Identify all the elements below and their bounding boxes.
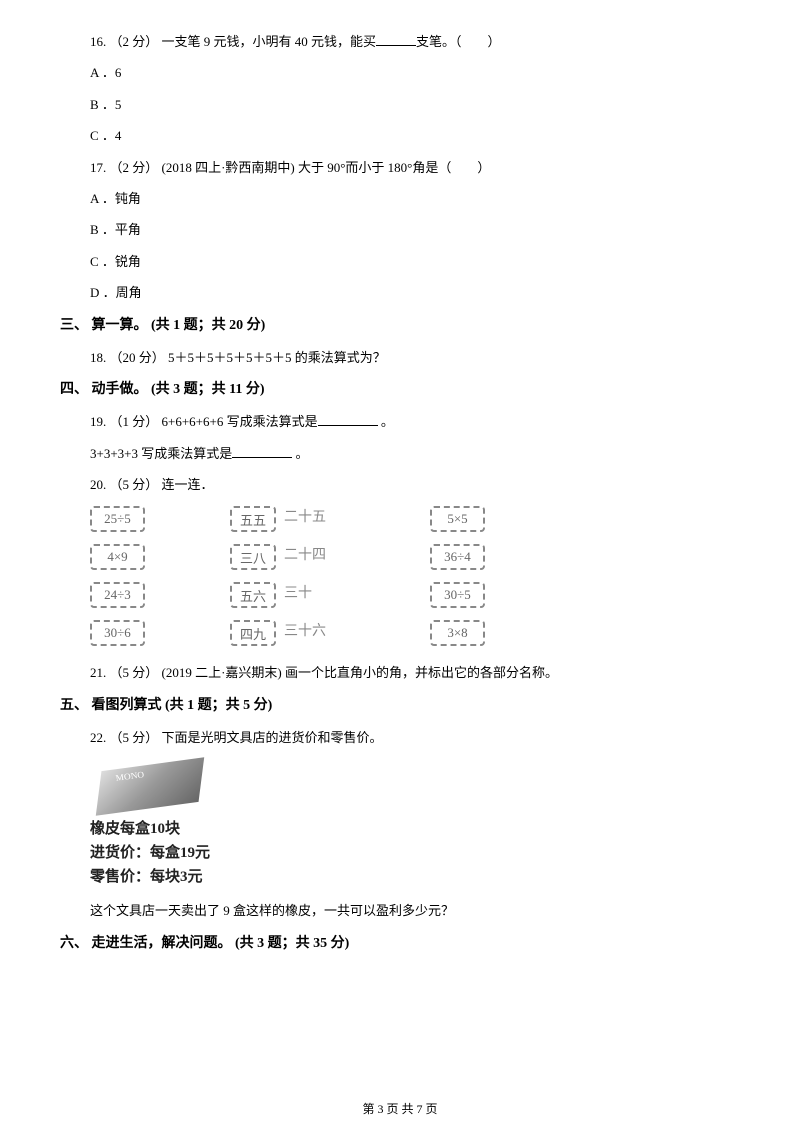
q19-line2: 3+3+3+3 写成乘法算式是 。 bbox=[60, 442, 740, 465]
q16-stem-text: 16. （2 分） 一支笔 9 元钱，小明有 40 元钱，能买 bbox=[90, 34, 376, 49]
match-right-box: 5×5 bbox=[430, 506, 485, 532]
page-footer: 第 3 页 共 7 页 bbox=[0, 1100, 800, 1117]
match-left-box: 30÷6 bbox=[90, 620, 145, 646]
match-mid-text: 二十四 bbox=[284, 544, 326, 570]
matching-row: 30÷6 四九三十六 3×8 bbox=[90, 620, 740, 646]
product-line2: 进货价：每盒19元 bbox=[90, 841, 740, 865]
q22-stem: 22. （5 分） 下面是光明文具店的进货价和零售价。 bbox=[60, 726, 740, 749]
match-col1: 24÷3 bbox=[90, 582, 230, 608]
product-line3: 零售价：每块3元 bbox=[90, 865, 740, 889]
matching-row: 4×9 三八二十四 36÷4 bbox=[90, 544, 740, 570]
match-col3: 36÷4 bbox=[430, 544, 530, 570]
q16-blank bbox=[376, 32, 416, 46]
match-col1: 25÷5 bbox=[90, 506, 230, 532]
q22-question: 这个文具店一天卖出了 9 盒这样的橡皮，一共可以盈利多少元？ bbox=[60, 899, 740, 922]
match-mid-box: 五五 bbox=[230, 506, 276, 532]
q18-stem: 18. （20 分） 5＋5＋5＋5＋5＋5＋5 的乘法算式为？ bbox=[60, 346, 740, 369]
product-line1: 橡皮每盒10块 bbox=[90, 817, 740, 841]
match-left-box: 25÷5 bbox=[90, 506, 145, 532]
match-col2: 五六三十 bbox=[230, 582, 430, 608]
match-col1: 4×9 bbox=[90, 544, 230, 570]
q17-option-d: D ．周角 bbox=[60, 281, 740, 304]
match-col2: 三八二十四 bbox=[230, 544, 430, 570]
q22-product-box: 橡皮每盒10块 进货价：每盒19元 零售价：每块3元 bbox=[60, 764, 740, 889]
match-mid-box: 五六 bbox=[230, 582, 276, 608]
q16-option-b: B ．5 bbox=[60, 93, 740, 116]
match-mid-box: 三八 bbox=[230, 544, 276, 570]
q19-line2-end: 。 bbox=[292, 446, 308, 461]
match-mid-text: 三十六 bbox=[284, 620, 326, 646]
q17-option-c: C ．锐角 bbox=[60, 250, 740, 273]
section4-header: 四、 动手做。 (共 3 题；共 11 分) bbox=[60, 377, 740, 402]
match-col2: 四九三十六 bbox=[230, 620, 430, 646]
eraser-image bbox=[96, 758, 204, 816]
q16-stem-end: 支笔。（ ） bbox=[416, 34, 501, 49]
match-left-box: 24÷3 bbox=[90, 582, 145, 608]
q17-option-a: A ．钝角 bbox=[60, 187, 740, 210]
match-col2: 五五二十五 bbox=[230, 506, 430, 532]
q19-stem-text: 19. （1 分） 6+6+6+6+6 写成乘法算式是 bbox=[90, 414, 318, 429]
match-col3: 3×8 bbox=[430, 620, 530, 646]
match-col3: 30÷5 bbox=[430, 582, 530, 608]
q17-stem: 17. （2 分） (2018 四上·黔西南期中) 大于 90°而小于 180°… bbox=[60, 156, 740, 179]
match-right-box: 3×8 bbox=[430, 620, 485, 646]
q19-blank1 bbox=[318, 412, 378, 426]
section3-header: 三、 算一算。 (共 1 题；共 20 分) bbox=[60, 313, 740, 338]
match-mid-box: 四九 bbox=[230, 620, 276, 646]
q19-stem: 19. （1 分） 6+6+6+6+6 写成乘法算式是 。 bbox=[60, 410, 740, 433]
match-right-box: 36÷4 bbox=[430, 544, 485, 570]
q19-line2-start: 3+3+3+3 写成乘法算式是 bbox=[90, 446, 232, 461]
match-col3: 5×5 bbox=[430, 506, 530, 532]
q19-stem-end: 。 bbox=[378, 414, 394, 429]
q17-option-b: B ．平角 bbox=[60, 218, 740, 241]
matching-row: 24÷3 五六三十 30÷5 bbox=[90, 582, 740, 608]
match-right-box: 30÷5 bbox=[430, 582, 485, 608]
q16-option-c: C ．4 bbox=[60, 124, 740, 147]
match-left-box: 4×9 bbox=[90, 544, 145, 570]
q16-option-a: A ．6 bbox=[60, 61, 740, 84]
q21-stem: 21. （5 分） (2019 二上·嘉兴期末) 画一个比直角小的角，并标出它的… bbox=[60, 661, 740, 684]
q20-matching-grid: 25÷5 五五二十五 5×5 4×9 三八二十四 36÷4 24÷3 五六三十 … bbox=[60, 506, 740, 646]
match-mid-text: 二十五 bbox=[284, 506, 326, 532]
matching-row: 25÷5 五五二十五 5×5 bbox=[90, 506, 740, 532]
section5-header: 五、 看图列算式 (共 1 题；共 5 分) bbox=[60, 693, 740, 718]
q20-stem: 20. （5 分） 连一连． bbox=[60, 473, 740, 496]
section6-header: 六、 走进生活，解决问题。 (共 3 题；共 35 分) bbox=[60, 931, 740, 956]
q19-blank2 bbox=[232, 444, 292, 458]
match-mid-text: 三十 bbox=[284, 582, 312, 608]
q16-stem: 16. （2 分） 一支笔 9 元钱，小明有 40 元钱，能买 支笔。（ ） bbox=[60, 30, 740, 53]
match-col1: 30÷6 bbox=[90, 620, 230, 646]
